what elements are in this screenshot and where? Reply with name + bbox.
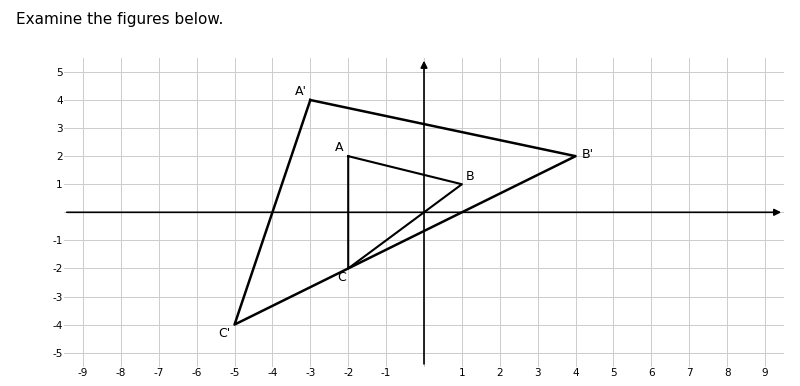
Text: C: C — [338, 271, 346, 284]
Text: C': C' — [218, 327, 230, 340]
Text: B': B' — [582, 148, 594, 161]
Text: A': A' — [294, 85, 306, 98]
Text: B: B — [466, 170, 474, 183]
Text: A: A — [335, 141, 344, 154]
Text: Examine the figures below.: Examine the figures below. — [16, 12, 223, 27]
